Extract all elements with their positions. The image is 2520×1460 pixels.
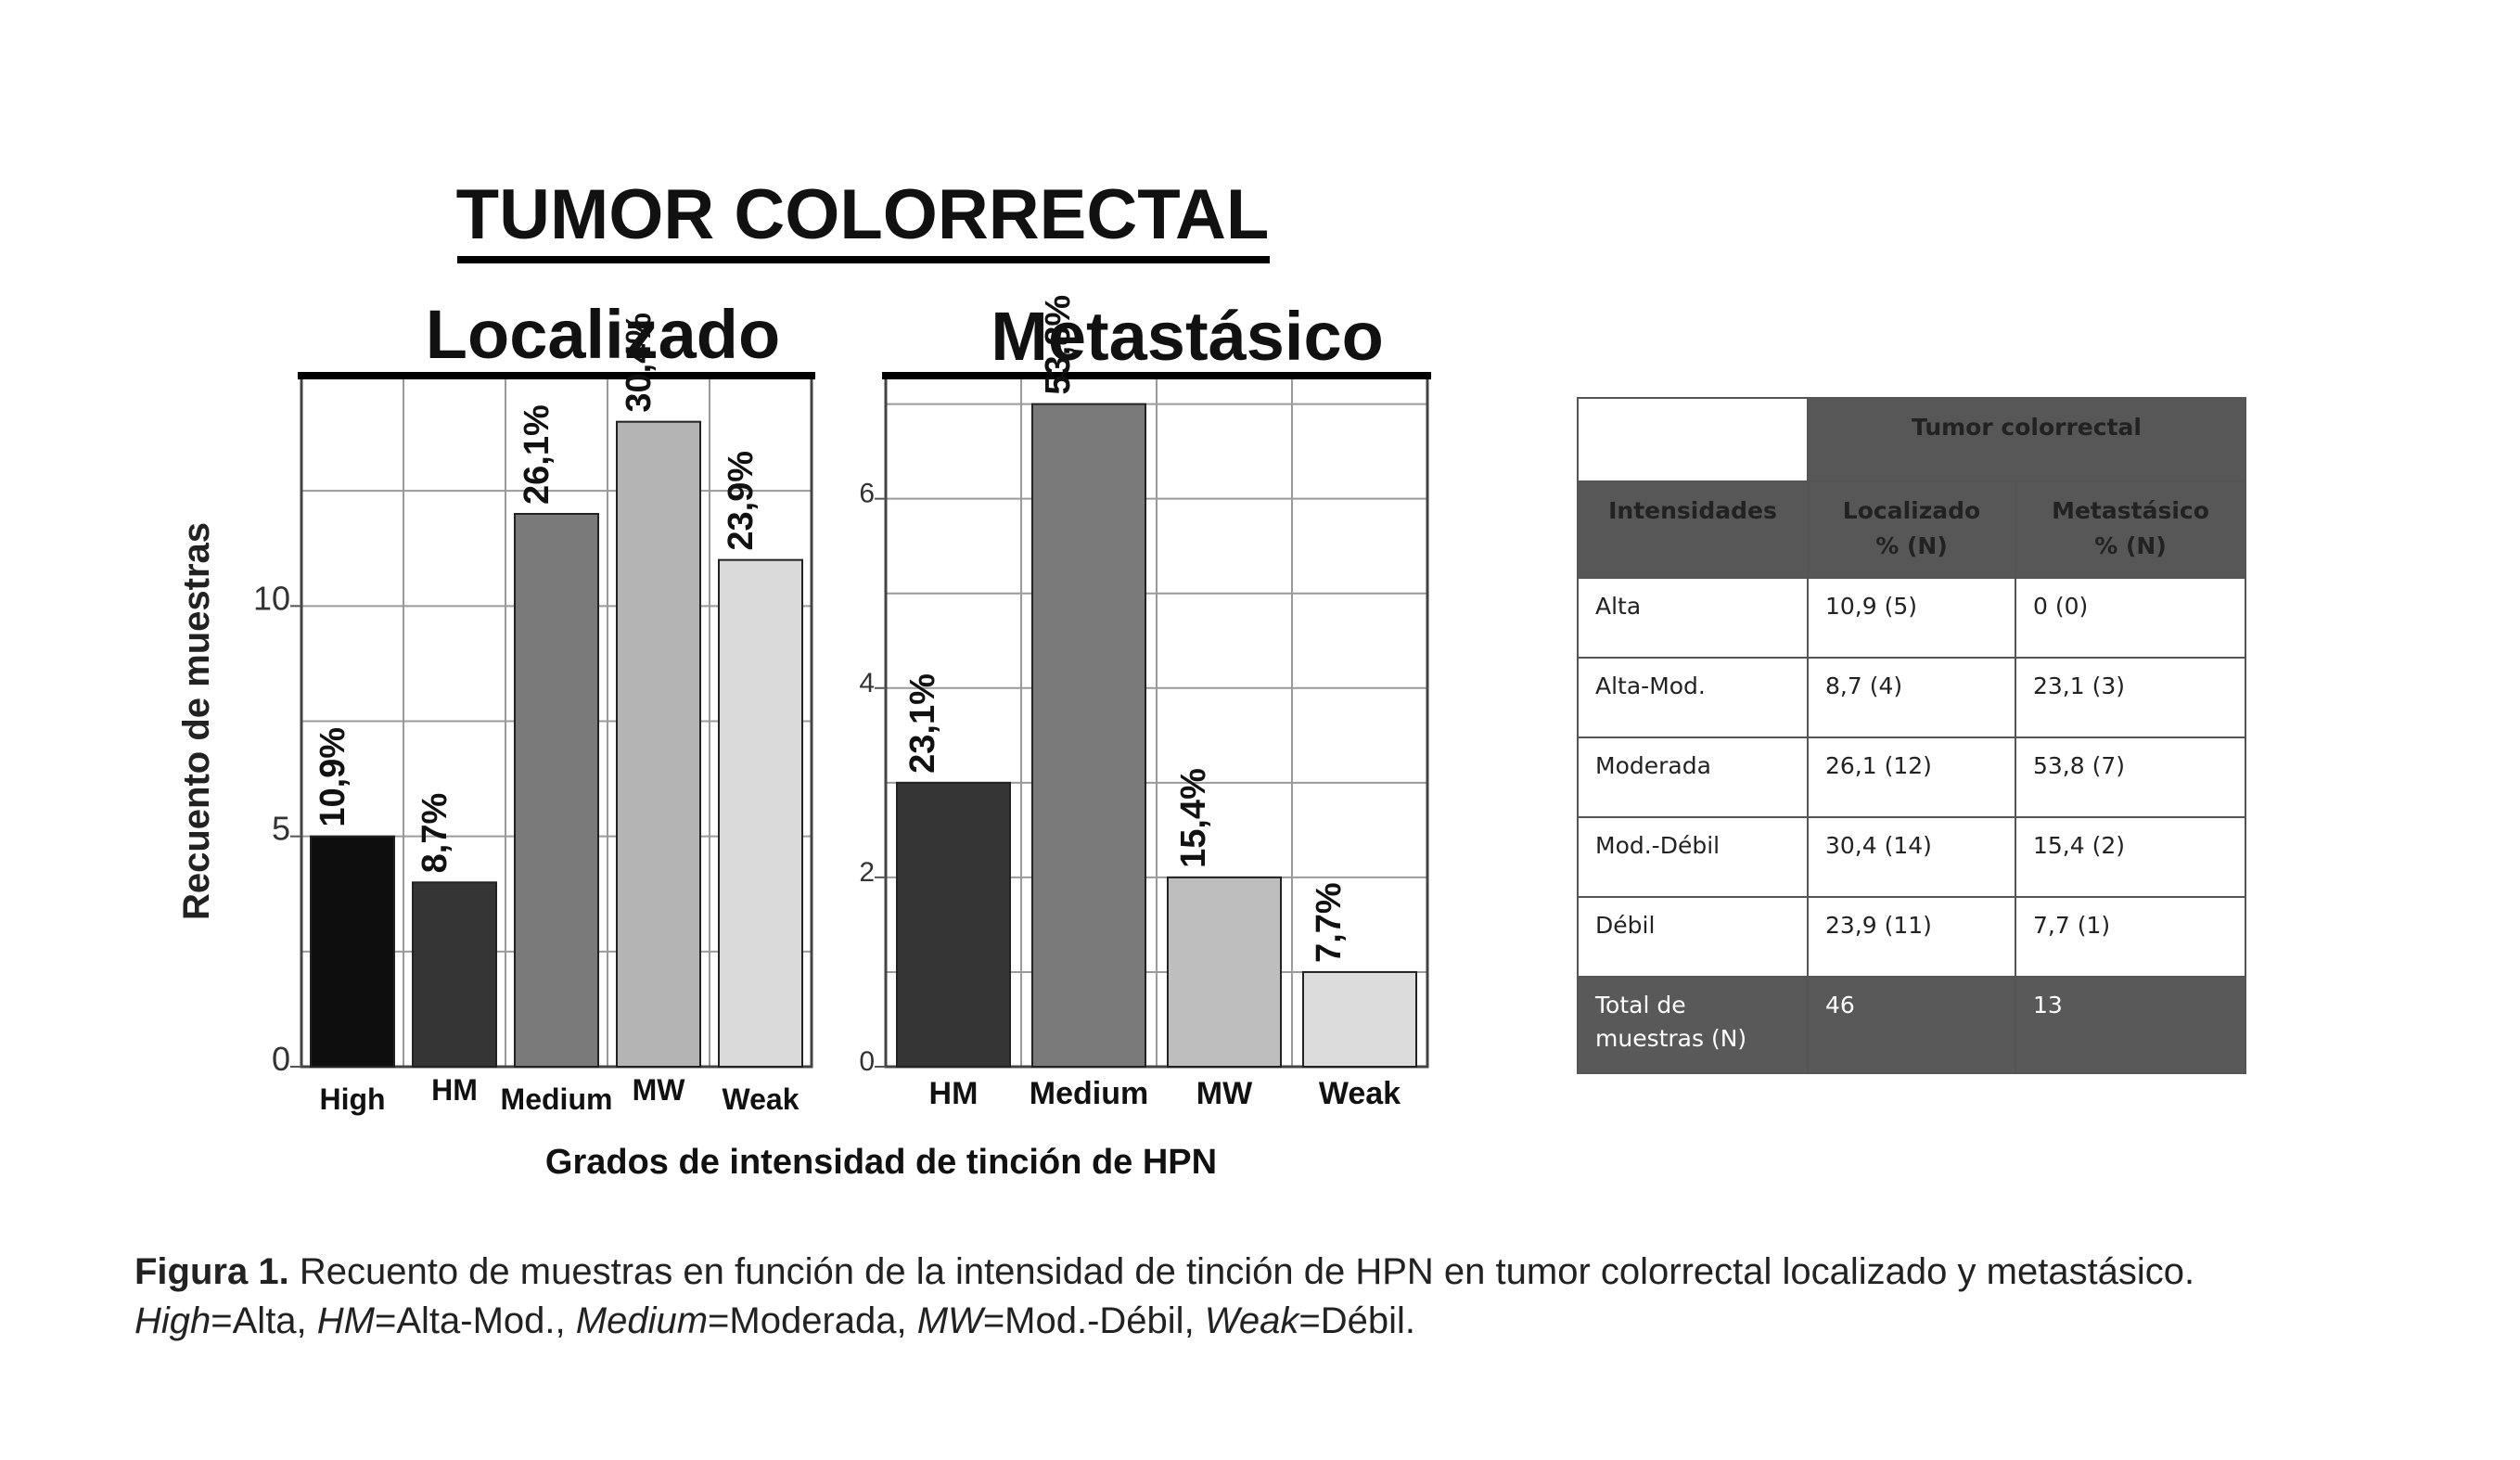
table-group-header-row: Tumor colorrectal [1577,397,2246,482]
x-tick-label: Weak [722,1082,799,1116]
table-header-row: Intensidades Localizado% (N) Metastásico% … [1577,480,2246,579]
x-tick-label: HM [929,1076,979,1111]
table-total-row: Total de muestras (N) 46 13 [1577,976,2246,1074]
x-tick-label: Medium [1030,1076,1148,1111]
bar [616,420,701,1068]
table-cell: 30,4 (14) [1807,816,2016,898]
table-cell: Débil [1577,896,1809,978]
table-column-header: Intensidades [1577,480,1809,579]
bar [896,781,1011,1069]
caption-term: MW [916,1300,983,1341]
bar [310,835,395,1069]
table-row: Moderada 26,1 (12) 53,8 (7) [1577,736,2246,818]
bar [1302,970,1417,1068]
table-cell: 23,9 (11) [1807,896,2016,978]
y-tick-label: 6 [859,479,875,509]
caption-definition: =Mod.-Débil, [982,1300,1205,1341]
figure-caption: Figura 1. Recuento de muestras en funció… [134,1248,2416,1346]
data-label: 23,1% [903,673,942,774]
caption-term: Weak [1204,1300,1299,1341]
y-axis-title: Recuento de muestras [176,522,217,920]
y-tick-label: 0 [272,1040,290,1078]
caption-term: HM [316,1300,375,1341]
bar [1031,403,1146,1068]
caption-definition: =Alta, [211,1300,317,1341]
table-cell: 15,4 (2) [2015,816,2246,898]
table-row: Mod.-Débil 30,4 (14) 15,4 (2) [1577,816,2246,898]
x-tick-label: MW [1196,1076,1253,1111]
bar [718,558,803,1068]
table-cell: 26,1 (12) [1807,736,2016,818]
table-cell: Alta-Mod. [1577,657,1809,738]
x-tick-label: Weak [1319,1076,1401,1111]
x-tick-label: Medium [501,1082,613,1116]
table-row: Alta-Mod. 8,7 (4) 23,1 (3) [1577,657,2246,738]
x-tick-label: MW [633,1073,686,1107]
caption-definition: =Moderada, [708,1300,917,1341]
y-tick-label: 0 [859,1046,875,1077]
data-label: 8,7% [416,793,454,874]
table-cell: 53,8 (7) [2015,736,2246,818]
intensity-table: Tumor colorrectal Intensidades Localizado%… [1577,397,2246,1074]
table-column-header: Metastásico% (N) [2015,480,2246,579]
table-row: Débil 23,9 (11) 7,7 (1) [1577,896,2246,978]
y-tick-label: 5 [272,810,290,848]
table-cell: 46 [1807,976,2016,1074]
y-tick-label: 2 [859,857,875,888]
table-cell: 13 [2015,976,2246,1074]
data-label: 15,4% [1174,768,1213,868]
caption-line-1: Figura 1. Recuento de muestras en funció… [134,1248,2416,1297]
x-tick-label: High [319,1082,385,1116]
x-tick-label: HM [431,1073,478,1107]
caption-term: Medium [575,1300,709,1341]
data-label: 10,9% [313,727,352,827]
table-cell: Total de muestras (N) [1577,976,1809,1074]
caption-label: Figura 1. [134,1251,289,1292]
table-cell: 7,7 (1) [2015,896,2246,978]
table-cell: Alta [1577,577,1809,659]
table-cell: Mod.-Débil [1577,816,1809,898]
chart-title-metastasico: Metastásico [991,298,1384,375]
data-label: 30,4% [620,313,659,413]
chart-title-localizado: Localizado [425,296,781,373]
x-axis-title: Grados de intensidad de tinción de HPN [544,1143,1218,1182]
figure-title: TUMOR COLORRECTAL [455,175,1270,254]
table-row: Alta 10,9 (5) 0 (0) [1577,577,2246,659]
table-cell: 0 (0) [2015,577,2246,659]
table-cell: 8,7 (4) [1807,657,2016,738]
table-column-header: Localizado% (N) [1807,480,2016,579]
bar [412,881,497,1068]
caption-term: High [134,1300,211,1341]
data-label: 7,7% [1310,882,1349,963]
table-cell: 10,9 (5) [1807,577,2016,659]
table-blank-cell [1577,397,1809,482]
figure-title-underline [457,256,1270,263]
table-cell: 23,1 (3) [2015,657,2246,738]
caption-definition: =Alta-Mod., [375,1300,576,1341]
y-tick-label: 4 [859,668,875,698]
data-label: 26,1% [518,404,556,505]
caption-line-2: High=Alta, HM=Alta-Mod., Medium=Moderada… [134,1297,2416,1346]
bar [514,513,599,1068]
data-label: 23,9% [722,451,761,551]
table-group-header: Tumor colorrectal [1807,397,2246,482]
bar [1167,876,1282,1068]
caption-definition: =Débil. [1298,1300,1415,1341]
table-cell: Moderada [1577,736,1809,818]
data-label: 53,8% [1039,295,1078,395]
caption-text: Recuento de muestras en función de la in… [299,1251,2195,1292]
y-tick-label: 10 [253,579,290,617]
